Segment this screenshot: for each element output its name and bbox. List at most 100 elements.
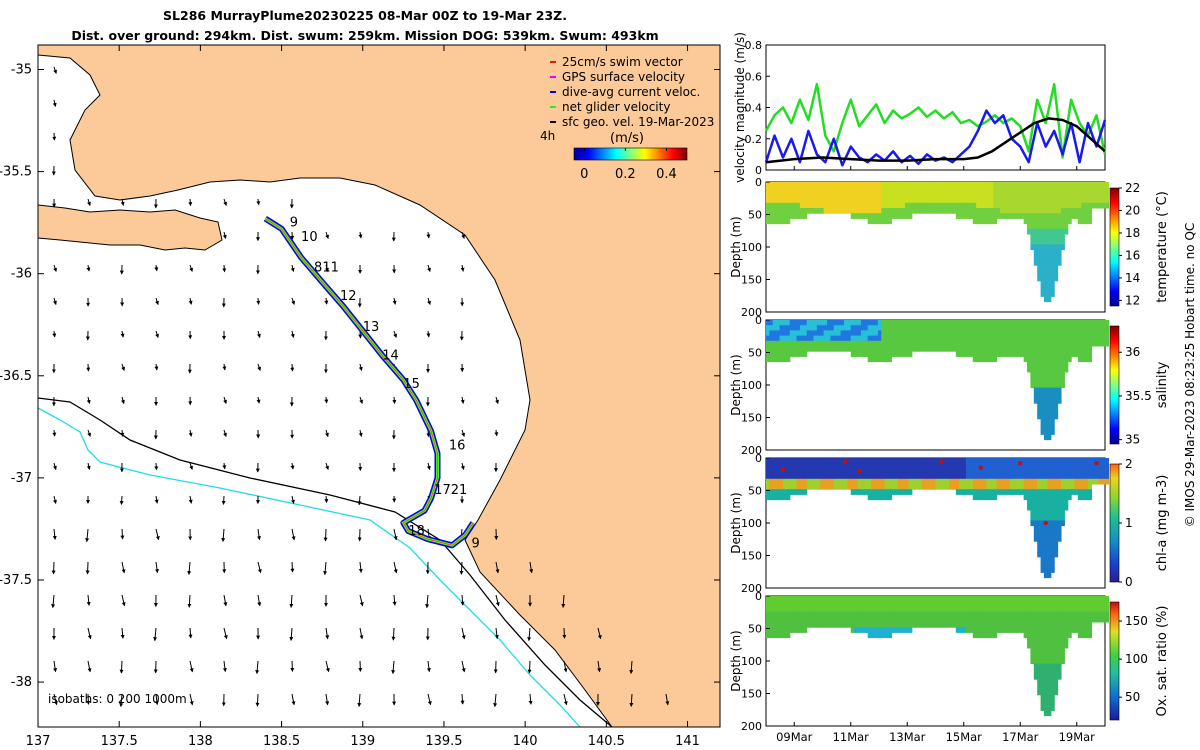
section-cell (1030, 463, 1035, 469)
current-vector (223, 198, 228, 206)
section-cell (857, 340, 862, 347)
section-cell (915, 473, 920, 480)
section-cell (1057, 234, 1062, 240)
section-cell (1084, 356, 1089, 363)
section-cell (1030, 382, 1035, 389)
section-cell (874, 202, 879, 209)
section-cell (803, 335, 808, 342)
section-cell (813, 330, 818, 337)
section-cell (1003, 340, 1008, 347)
section-cell (1067, 320, 1072, 326)
section-cell (1057, 228, 1062, 235)
section-cell (1094, 340, 1099, 347)
current-vector (460, 264, 465, 272)
section-cell (793, 330, 798, 337)
section-cell (1030, 356, 1035, 363)
current-vector (222, 264, 227, 273)
section-cell (908, 325, 913, 331)
section-cell (1064, 218, 1069, 225)
section-cell (864, 627, 869, 633)
section-cell (1050, 520, 1055, 527)
section-cell (1006, 627, 1011, 633)
section-cell (935, 335, 940, 342)
date-xtick-label: 17Mar (1002, 730, 1039, 744)
section-cell (976, 351, 981, 357)
section-cell (1057, 504, 1062, 511)
section-cell (1054, 330, 1059, 337)
section-cell (962, 473, 967, 480)
section-cell (782, 182, 787, 188)
section-cell (955, 182, 960, 188)
section-cell (1057, 536, 1062, 542)
section-cell (1081, 218, 1086, 225)
section-cell (789, 187, 794, 193)
section-cell (938, 611, 943, 618)
section-cell (1043, 434, 1048, 441)
section-cell (915, 187, 920, 193)
section-cell (1054, 478, 1059, 485)
current-vector (426, 660, 431, 673)
section-cell (769, 325, 774, 331)
section-cell (986, 335, 991, 342)
section-cell (908, 611, 913, 618)
section-cell (938, 208, 943, 214)
section-cell (786, 197, 791, 204)
section-cell (1040, 689, 1045, 696)
section-cell (1054, 218, 1059, 225)
section-cell (1043, 648, 1048, 654)
section-cell (854, 208, 859, 214)
current-vector (426, 231, 431, 239)
section-cell (1084, 202, 1089, 209)
section-cell (864, 192, 869, 199)
section-cell (1050, 694, 1055, 701)
section-cell (1020, 213, 1025, 219)
section-cell (1043, 567, 1048, 573)
section-cell (1043, 546, 1048, 553)
section-cell (901, 478, 906, 485)
colorbar-tick-label: 100 (1125, 652, 1148, 666)
section-cell (884, 218, 889, 225)
section-cell (955, 616, 960, 623)
section-cell (942, 182, 947, 188)
date-xtick-label: 09Mar (776, 730, 813, 744)
section-cell (874, 330, 879, 337)
section-cell (820, 192, 825, 199)
section-cell (843, 473, 848, 480)
section-cell (1071, 351, 1076, 357)
section-cell (860, 489, 865, 495)
section-cell (969, 340, 974, 347)
section-cell (864, 182, 869, 188)
section-cell (843, 330, 848, 337)
section-cell (1013, 627, 1018, 633)
section-cell (1054, 684, 1059, 691)
section-cell (877, 494, 882, 501)
section-cell (816, 616, 821, 623)
section-cell (972, 458, 977, 464)
map-xtick-label: 137.5 (101, 734, 138, 749)
section-cell (827, 468, 832, 475)
section-cell (894, 182, 899, 188)
section-cell (1064, 223, 1069, 230)
section-cell (986, 218, 991, 225)
section-cell (864, 351, 869, 357)
section-cell (854, 182, 859, 188)
section-cell (925, 478, 930, 485)
track-day-label: 12 (340, 289, 357, 304)
section-cell (952, 601, 957, 607)
section-cell (1037, 325, 1042, 331)
section-cell (1043, 489, 1048, 495)
section-cell (1033, 525, 1038, 532)
section-cell (837, 330, 842, 337)
current-vector (323, 528, 328, 542)
section-cell (1057, 192, 1062, 199)
section-cell (1047, 187, 1052, 193)
section-cell (1030, 340, 1035, 347)
section-cell (1033, 182, 1038, 188)
section-cell (1094, 463, 1099, 469)
section-cell (1088, 202, 1093, 209)
section-cell (877, 484, 882, 490)
current-vector (629, 660, 634, 675)
section-cell (928, 330, 933, 337)
section-cell (1088, 182, 1093, 188)
section-cell (1077, 632, 1082, 639)
